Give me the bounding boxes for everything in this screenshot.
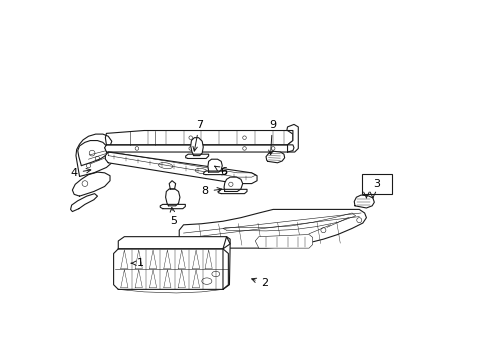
Polygon shape bbox=[218, 189, 246, 194]
Polygon shape bbox=[118, 237, 230, 249]
Polygon shape bbox=[160, 204, 185, 209]
Polygon shape bbox=[185, 154, 208, 158]
Polygon shape bbox=[190, 138, 203, 156]
Polygon shape bbox=[165, 189, 180, 206]
Polygon shape bbox=[255, 234, 312, 248]
Polygon shape bbox=[353, 195, 373, 208]
Polygon shape bbox=[179, 210, 366, 248]
Polygon shape bbox=[78, 140, 108, 166]
Text: 9: 9 bbox=[268, 120, 275, 155]
Polygon shape bbox=[104, 145, 293, 152]
Polygon shape bbox=[113, 249, 228, 289]
Text: 8: 8 bbox=[201, 186, 221, 197]
Polygon shape bbox=[76, 134, 113, 176]
FancyBboxPatch shape bbox=[362, 174, 391, 194]
Text: 3: 3 bbox=[373, 179, 380, 189]
Polygon shape bbox=[105, 131, 292, 145]
Polygon shape bbox=[207, 159, 222, 172]
Text: 7: 7 bbox=[193, 120, 203, 151]
Text: 1: 1 bbox=[131, 258, 143, 268]
Polygon shape bbox=[169, 181, 175, 189]
Polygon shape bbox=[286, 125, 298, 152]
Text: 4: 4 bbox=[70, 168, 91, 178]
Polygon shape bbox=[72, 172, 110, 196]
Polygon shape bbox=[223, 237, 230, 289]
Polygon shape bbox=[203, 171, 226, 175]
Polygon shape bbox=[224, 177, 242, 192]
Polygon shape bbox=[108, 152, 255, 177]
Text: 2: 2 bbox=[251, 278, 267, 288]
Text: 6: 6 bbox=[214, 166, 226, 177]
Polygon shape bbox=[265, 151, 284, 163]
Text: 5: 5 bbox=[170, 207, 177, 226]
Polygon shape bbox=[105, 152, 257, 184]
Polygon shape bbox=[70, 194, 97, 212]
